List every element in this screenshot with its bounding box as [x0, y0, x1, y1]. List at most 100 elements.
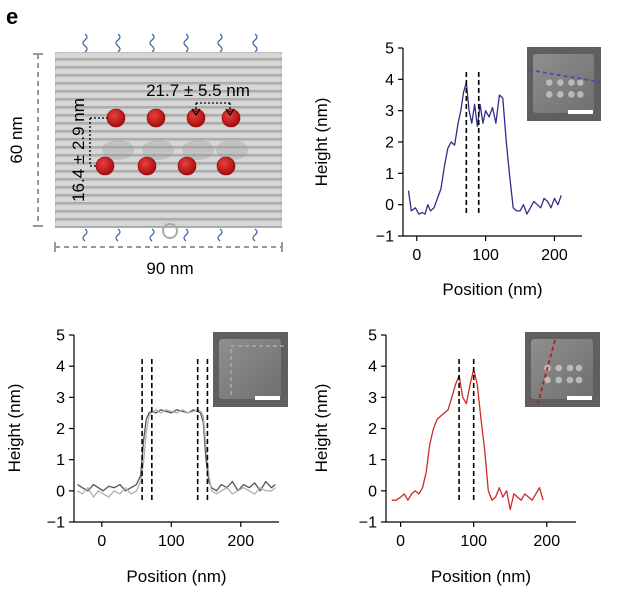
y-tick-label: 3: [368, 390, 377, 407]
height-profile-chart-bottom-right: −1 0 1 2 3 4 5 0 100 200 Height (nm) Position (nm): [312, 328, 600, 586]
helix-strand: [55, 205, 282, 211]
helix-strand: [55, 77, 282, 83]
scale-bar: [567, 396, 592, 400]
y-tick-label: 1: [56, 452, 65, 469]
x-tick-label: 0: [396, 533, 405, 550]
x-tick-label: 100: [472, 247, 499, 264]
height-profile-chart-bottom-left: −1 0 1 2 3 4 5 0 100 200 Height (nm) Position (nm): [5, 328, 288, 586]
y-tick-label: 0: [385, 197, 394, 214]
y-tick-label: 3: [56, 390, 65, 407]
y-tick-label: 3: [385, 103, 394, 120]
staple-squiggle: [82, 228, 88, 242]
y-axis-label: Height (nm): [5, 384, 24, 473]
afm-particle-spot: [576, 79, 584, 86]
x-tick-label: 0: [97, 533, 106, 550]
series-line: [77, 409, 276, 492]
nanoparticle-beads: [95, 108, 241, 176]
y-tick-label: 5: [368, 328, 377, 345]
y-tick-label: 1: [385, 166, 394, 183]
origami-schematic: 60 nm 21.7 ± 5.5 nm 16.4 ± 2.9 nm: [7, 33, 283, 278]
panel-label: e: [6, 4, 18, 29]
y-tick-label: 5: [385, 41, 394, 58]
y-tick-label: 4: [56, 359, 65, 376]
helix-strand: [55, 213, 282, 219]
helix-strand: [55, 157, 282, 163]
afm-particle-spot: [545, 79, 553, 86]
y-tick-label: 2: [368, 421, 377, 438]
afm-particle-spot: [566, 376, 574, 384]
shadow-blob: [142, 140, 174, 160]
y-axis-label: Height (nm): [312, 384, 331, 473]
x-axis-label: Position (nm): [126, 567, 226, 586]
helix-strand: [55, 125, 282, 131]
x-axis-label: Position (nm): [442, 280, 542, 299]
afm-particle-spot: [575, 364, 583, 372]
y-tick-label: −1: [359, 515, 377, 532]
staple-squiggles-top: [82, 33, 258, 53]
x-tick-label: 200: [541, 247, 568, 264]
helix-strand: [55, 85, 282, 91]
y-tick-label: 4: [385, 72, 394, 89]
series-line: [391, 368, 544, 511]
series-line: [77, 409, 276, 498]
helix-strand: [55, 61, 282, 67]
dna-helix-block: [55, 52, 282, 228]
width-dimension-label: 90 nm: [146, 259, 193, 278]
helix-strand: [55, 93, 282, 99]
afm-particle-spot: [557, 79, 564, 86]
horizontal-spacing-annotation: 21.7 ± 5.5 nm: [146, 81, 250, 117]
profile-line: [537, 339, 556, 404]
helix-strand: [55, 101, 282, 107]
afm-particle-spot: [576, 91, 584, 98]
afm-particle-spot: [544, 376, 551, 384]
staple-squiggle: [82, 33, 88, 53]
afm-particle-spot: [575, 376, 583, 384]
staple-squiggle: [252, 33, 258, 53]
y-tick-label: 1: [368, 452, 377, 469]
gold-nanoparticle-bead: [216, 156, 236, 176]
helix-strand: [55, 149, 282, 155]
afm-particle-spot: [568, 79, 575, 86]
x-tick-label: 0: [412, 247, 421, 264]
gold-nanoparticle-bead: [221, 108, 241, 128]
series-line: [407, 81, 562, 215]
gold-nanoparticle-bead: [95, 156, 115, 176]
staple-squiggle: [115, 228, 121, 242]
staple-squiggle: [149, 33, 155, 53]
staple-squiggles-bottom: [82, 228, 258, 242]
profile-line: [230, 345, 286, 395]
helix-strand: [55, 181, 282, 187]
afm-particle-spot: [557, 91, 564, 98]
helix-strand: [55, 165, 282, 171]
y-tick-label: −1: [376, 229, 394, 246]
gold-nanoparticle-bead: [137, 156, 157, 176]
gold-nanoparticle-bead: [146, 108, 166, 128]
staple-squiggle: [115, 33, 121, 53]
afm-origami-tile: [219, 339, 281, 399]
x-tick-label: 200: [533, 533, 560, 550]
afm-origami-tile: [531, 339, 593, 399]
staple-squiggle: [183, 228, 189, 242]
afm-origami-tile: [533, 54, 594, 113]
staple-squiggle: [183, 33, 189, 53]
scaffold-loop-icon: [162, 223, 178, 239]
shadow-blob: [102, 140, 134, 160]
x-tick-label: 200: [227, 533, 254, 550]
afm-particle-spot: [555, 364, 563, 372]
vertical-spacing-label: 16.4 ± 2.9 nm: [69, 98, 88, 202]
x-tick-label: 100: [158, 533, 185, 550]
staple-squiggle: [252, 228, 258, 242]
afm-particle-spot: [568, 91, 575, 98]
y-tick-label: 2: [56, 421, 65, 438]
staple-squiggle: [217, 33, 223, 53]
y-tick-label: 5: [56, 328, 65, 345]
y-tick-label: 2: [385, 135, 394, 152]
horizontal-spacing-label: 21.7 ± 5.5 nm: [146, 81, 250, 100]
helix-strand: [55, 117, 282, 123]
height-dimension-label: 60 nm: [7, 116, 26, 163]
x-axis-label: Position (nm): [431, 567, 531, 586]
shadow-blob: [216, 140, 248, 160]
staple-squiggle: [149, 228, 155, 242]
afm-particle-spot: [566, 364, 574, 372]
afm-particle-spot: [545, 91, 553, 98]
